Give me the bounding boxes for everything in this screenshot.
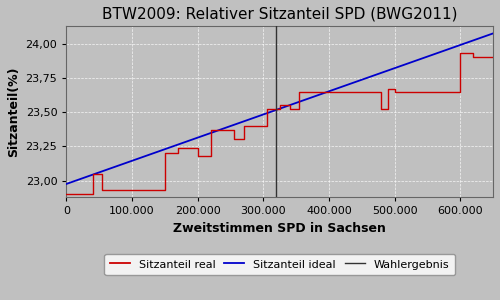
Legend: Sitzanteil real, Sitzanteil ideal, Wahlergebnis: Sitzanteil real, Sitzanteil ideal, Wahle… <box>104 254 455 275</box>
Y-axis label: Sitzanteil(%): Sitzanteil(%) <box>7 66 20 157</box>
Title: BTW2009: Relativer Sitzanteil SPD (BWG2011): BTW2009: Relativer Sitzanteil SPD (BWG20… <box>102 7 458 22</box>
X-axis label: Zweitstimmen SPD in Sachsen: Zweitstimmen SPD in Sachsen <box>173 222 386 235</box>
